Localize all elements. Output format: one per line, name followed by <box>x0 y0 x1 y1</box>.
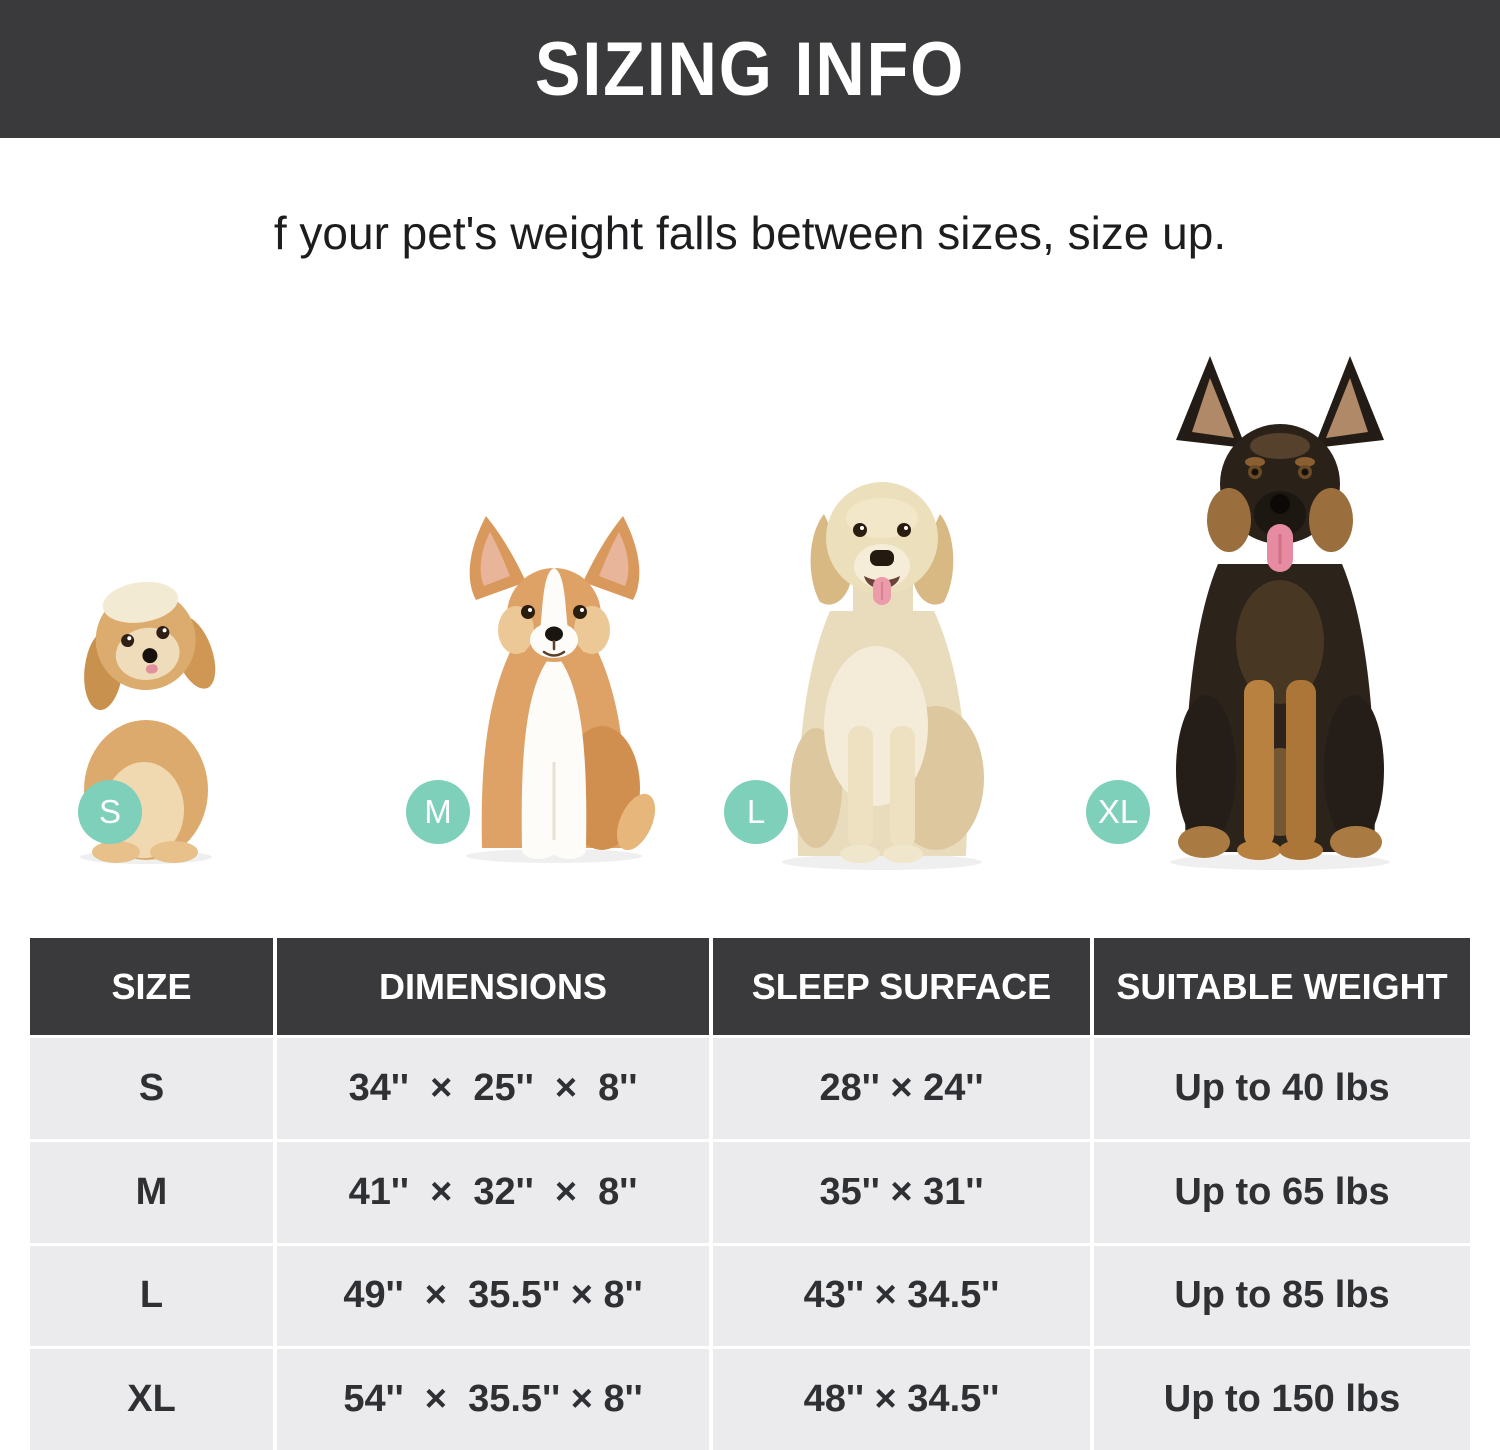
column-header-size: SIZE <box>30 938 273 1035</box>
cell-sleep-surface-l: 43'' × 34.5'' <box>713 1245 1090 1347</box>
column-header-sleep-surface: SLEEP SURFACE <box>713 938 1090 1035</box>
size-badge-m: M <box>406 780 470 844</box>
sizing-table: SIZE DIMENSIONS SLEEP SURFACE SUITABLE W… <box>30 938 1470 1450</box>
cell-suitable-weight-m: Up to 65 lbs <box>1094 1141 1470 1243</box>
cell-size-xl: XL <box>30 1349 273 1450</box>
size-badge-l: L <box>724 780 788 844</box>
cell-sleep-surface-xl: 48'' × 34.5'' <box>713 1349 1090 1450</box>
cell-size-s: S <box>30 1038 273 1139</box>
title-bar: SIZING INFO <box>0 0 1500 138</box>
column-header-dimensions: DIMENSIONS <box>277 938 709 1035</box>
page-title: SIZING INFO <box>534 26 966 112</box>
size-badge-s: S <box>78 780 142 844</box>
dog-size-lineup: S M L XL <box>78 356 1390 870</box>
cell-sleep-surface-m: 35'' × 31'' <box>713 1141 1090 1243</box>
subtitle-text: f your pet's weight falls between sizes,… <box>273 207 1227 259</box>
cell-suitable-weight-xl: Up to 150 lbs <box>1094 1349 1470 1450</box>
golden-retriever-photo <box>782 482 984 870</box>
cell-size-l: L <box>30 1245 273 1347</box>
german-shepherd-photo <box>1170 356 1390 870</box>
corgi-photo <box>466 516 656 863</box>
cell-size-m: M <box>30 1141 273 1243</box>
cell-suitable-weight-l: Up to 85 lbs <box>1094 1245 1470 1347</box>
column-header-suitable-weight: SUITABLE WEIGHT <box>1094 938 1470 1035</box>
cell-sleep-surface-s: 28'' × 24'' <box>713 1038 1090 1139</box>
size-badge-xl: XL <box>1086 780 1150 844</box>
cell-suitable-weight-s: Up to 40 lbs <box>1094 1038 1470 1139</box>
cell-dimensions-s: 34'' × 25'' × 8'' <box>277 1038 709 1139</box>
cell-dimensions-m: 41'' × 32'' × 8'' <box>277 1141 709 1243</box>
cell-dimensions-xl: 54'' × 35.5'' × 8'' <box>277 1349 709 1450</box>
cell-dimensions-l: 49'' × 35.5'' × 8'' <box>277 1245 709 1347</box>
